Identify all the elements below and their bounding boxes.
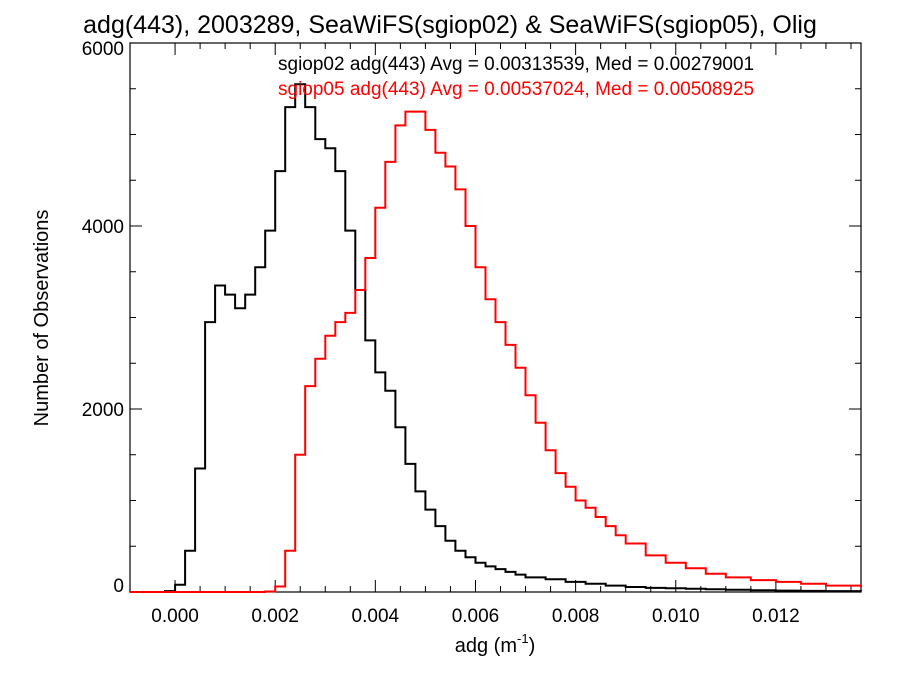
x-tick-label: 0.006 — [452, 606, 500, 627]
y-tick-label: 0 — [113, 576, 124, 597]
chart-text-layer: adg(443), 2003289, SeaWiFS(sgiop02) & Se… — [31, 11, 817, 657]
y-axis-label: Number of Observations — [31, 210, 53, 427]
x-tick-label: 0.002 — [251, 606, 299, 627]
legend-entry-sgiop02: sgiop02 adg(443) Avg = 0.00313539, Med =… — [278, 54, 754, 75]
y-tick-label: 2000 — [82, 400, 124, 421]
x-tick-label: 0.012 — [752, 606, 800, 627]
axes: 0.000 0.002 0.004 0.006 0.008 0.010 0.012 0 2000… — [82, 39, 862, 627]
x-tick-label: 0.000 — [151, 606, 199, 627]
x-tick-label: 0.010 — [652, 606, 700, 627]
series-line-sgiop02 — [130, 83, 862, 593]
x-tick-label: 0.004 — [352, 606, 400, 627]
x-axis-label-superscript: -1 — [517, 631, 529, 646]
legend-entry-sgiop05: sgiop05 adg(443) Avg = 0.00537024, Med =… — [278, 79, 754, 100]
x-axis-label: adg (m-1) — [455, 631, 535, 657]
series-layer — [130, 83, 862, 593]
series-line-sgiop05 — [130, 110, 862, 593]
x-tick-label: 0.008 — [552, 606, 600, 627]
chart-title: adg(443), 2003289, SeaWiFS(sgiop02) & Se… — [83, 11, 817, 39]
x-axis-label-close: ) — [529, 635, 536, 657]
y-tick-label: 6000 — [82, 39, 124, 60]
x-axis-label-main: adg (m — [455, 635, 517, 657]
y-tick-label: 4000 — [82, 217, 124, 238]
